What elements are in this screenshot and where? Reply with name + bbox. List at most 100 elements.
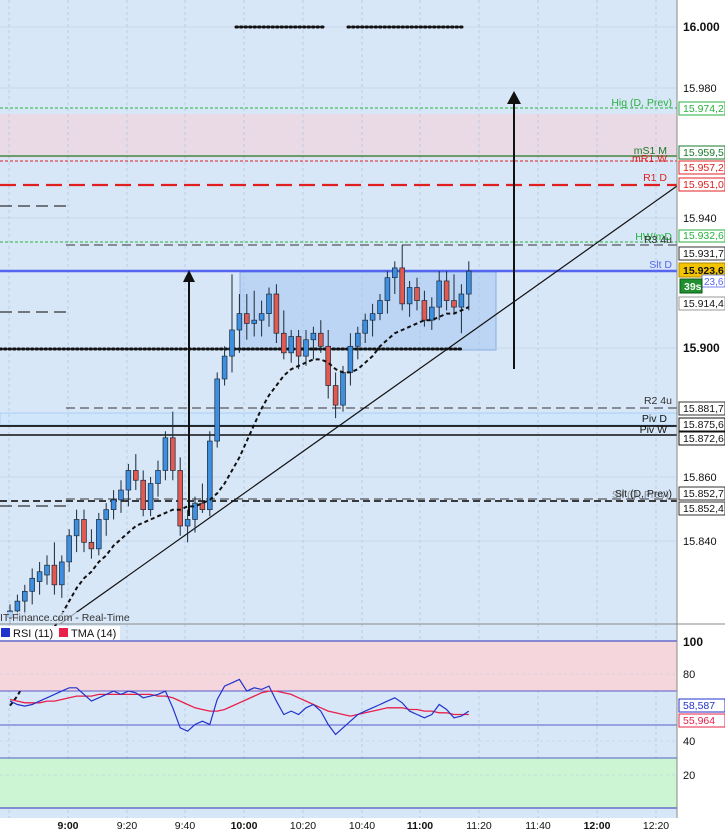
price-tag-r34: 15.931,7 xyxy=(683,248,724,260)
candle-down[interactable] xyxy=(421,300,428,321)
price-tag-slt-prev2: 15.852,4 xyxy=(683,503,724,515)
candle-down[interactable] xyxy=(199,502,206,511)
candle-up[interactable] xyxy=(103,509,109,520)
time-tick: 12:20 xyxy=(643,820,669,831)
candles-layer xyxy=(7,245,472,624)
trendline[interactable] xyxy=(59,185,678,625)
price-tag-slt-prev: 15.852,7 xyxy=(683,488,724,500)
candle-up[interactable] xyxy=(369,313,376,321)
candle-up[interactable] xyxy=(310,332,317,341)
candle-down[interactable] xyxy=(244,313,250,324)
candle-down[interactable] xyxy=(318,332,324,347)
candle-up[interactable] xyxy=(229,329,235,357)
rsi-tags: 58,587 55,964 xyxy=(678,698,725,728)
source-label-box xyxy=(0,612,150,624)
candle-up[interactable] xyxy=(377,300,383,314)
price-tag-pivw-box xyxy=(678,431,725,446)
level-label-slt-prev: Slt (D, Prev) xyxy=(615,488,672,500)
candle-up[interactable] xyxy=(347,345,354,373)
time-tick: 10:40 xyxy=(349,820,375,831)
countdown-box xyxy=(679,278,703,294)
candle-up[interactable] xyxy=(236,313,243,331)
candle-up[interactable] xyxy=(29,577,35,592)
candle-up[interactable] xyxy=(118,489,124,501)
arrow-up-2[interactable] xyxy=(507,91,521,369)
candle-up[interactable] xyxy=(36,571,43,582)
candle-down[interactable] xyxy=(273,293,280,334)
candle-up[interactable] xyxy=(184,519,191,527)
candle-down[interactable] xyxy=(140,479,146,511)
price-tag-ms1-box xyxy=(678,145,725,160)
rsi-legend-label[interactable]: RSI (11) xyxy=(13,628,53,640)
candle-up[interactable] xyxy=(125,470,132,491)
candle-down[interactable] xyxy=(414,287,420,301)
candle-up[interactable] xyxy=(436,280,442,308)
candle-down[interactable] xyxy=(177,470,183,527)
candle-up[interactable] xyxy=(66,535,72,563)
candle-up[interactable] xyxy=(340,372,346,406)
price-tick: 15.980 xyxy=(683,83,717,95)
candle-up[interactable] xyxy=(155,470,161,484)
price-tag-r24-box xyxy=(678,401,725,416)
candle-up[interactable] xyxy=(392,267,398,279)
candle-down[interactable] xyxy=(170,437,176,471)
rsi-line[interactable] xyxy=(9,678,470,736)
candle-down[interactable] xyxy=(451,300,457,308)
candle-up[interactable] xyxy=(162,437,169,471)
candle-down[interactable] xyxy=(133,470,139,481)
tma-legend-label[interactable]: TMA (14) xyxy=(71,628,116,640)
price-tick: 15.900 xyxy=(683,341,720,355)
candle-down[interactable] xyxy=(295,336,302,357)
price-tag-hig-prev: 15.974,2 xyxy=(683,103,724,115)
moving-average-line[interactable] xyxy=(9,306,470,707)
candle-up[interactable] xyxy=(22,590,28,602)
candle-up[interactable] xyxy=(466,270,472,295)
candle-up[interactable] xyxy=(96,519,102,550)
candle-up[interactable] xyxy=(214,378,220,442)
candle-down[interactable] xyxy=(88,541,95,550)
candle-down[interactable] xyxy=(281,332,287,354)
candle-down[interactable] xyxy=(81,519,87,543)
price-tag-r24: 15.881,7 xyxy=(683,403,724,415)
candle-up[interactable] xyxy=(266,293,272,314)
price-tag-r1d-box xyxy=(678,177,725,192)
candle-up[interactable] xyxy=(258,313,265,321)
tma-legend-swatch xyxy=(59,628,68,637)
candle-up[interactable] xyxy=(303,339,309,357)
candle-down[interactable] xyxy=(399,267,405,305)
candle-up[interactable] xyxy=(288,336,294,354)
time-tick: 9:20 xyxy=(117,820,138,831)
tma-tag: 55,964 xyxy=(683,715,715,727)
candle-down[interactable] xyxy=(51,564,58,586)
rsi-levels xyxy=(0,640,677,809)
rsi-tick: 20 xyxy=(683,770,695,782)
candle-down[interactable] xyxy=(332,385,339,406)
price-tag-sltd-sub: 23,6 xyxy=(704,277,724,288)
price-tick: 15.840 xyxy=(683,536,717,548)
candle-up[interactable] xyxy=(59,561,65,586)
candle-up[interactable] xyxy=(355,332,361,347)
candle-up[interactable] xyxy=(251,319,257,324)
candle-up[interactable] xyxy=(362,319,368,334)
candle-up[interactable] xyxy=(44,564,50,576)
level-label-r1d: R1 D xyxy=(643,172,667,184)
candle-down[interactable] xyxy=(443,280,450,301)
candle-up[interactable] xyxy=(221,355,228,380)
time-tick: 11:40 xyxy=(525,820,551,831)
candle-up[interactable] xyxy=(73,519,80,537)
candle-up[interactable] xyxy=(406,287,413,305)
level-label-hig-prev: Hig (D, Prev) xyxy=(611,97,672,109)
time-tick: 9:00 xyxy=(57,820,78,831)
candle-down[interactable] xyxy=(325,345,331,386)
candle-up[interactable] xyxy=(14,600,21,612)
candle-up[interactable] xyxy=(384,277,391,301)
arrow-up-1[interactable] xyxy=(183,270,195,516)
candle-up[interactable] xyxy=(147,483,154,511)
candle-up[interactable] xyxy=(207,440,213,511)
candle-up[interactable] xyxy=(192,502,198,520)
candle-up[interactable] xyxy=(429,306,435,321)
candle-up[interactable] xyxy=(110,499,117,511)
candle-up[interactable] xyxy=(458,293,465,308)
